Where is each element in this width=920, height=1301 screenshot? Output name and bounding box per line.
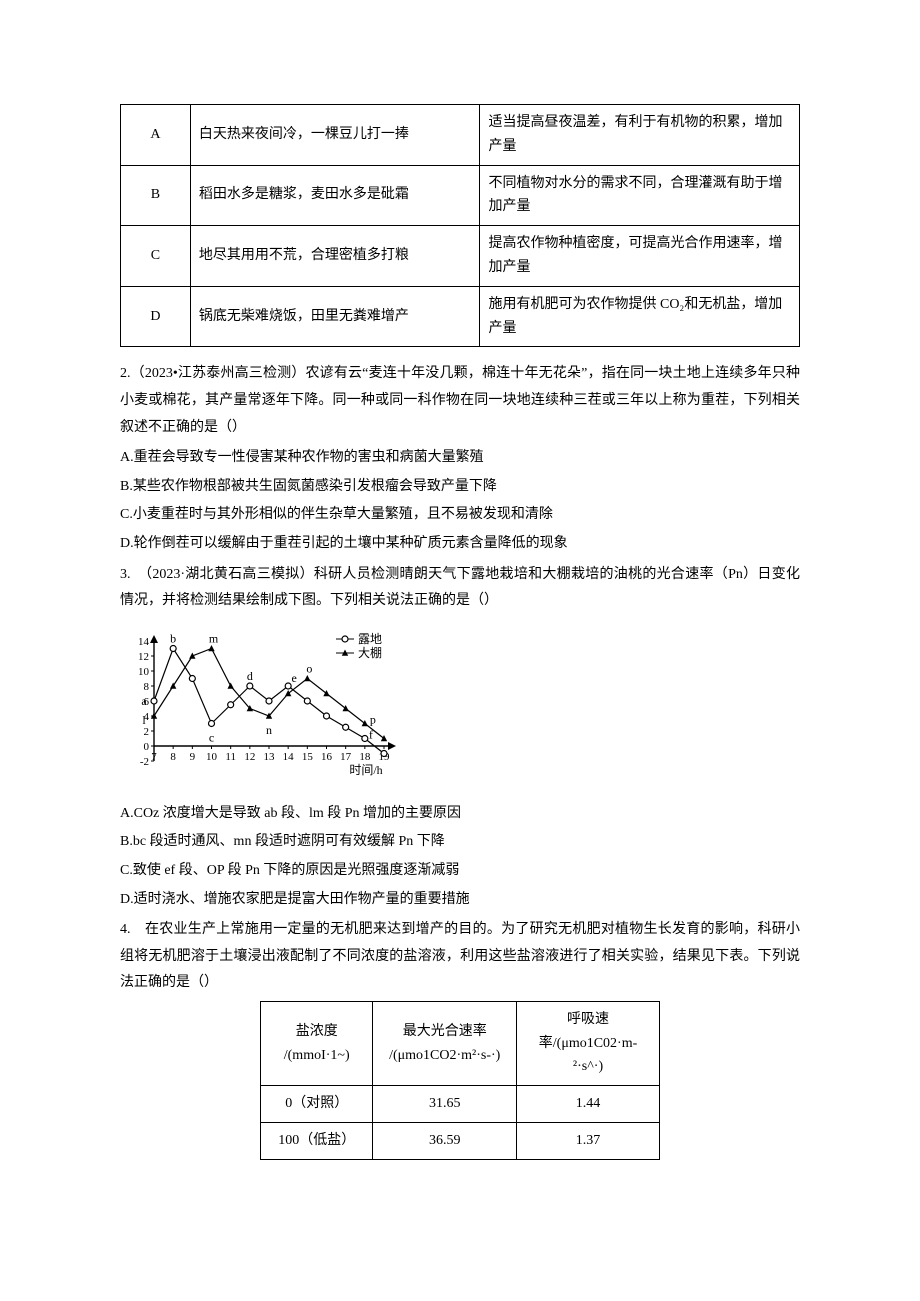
q2-opt-b: B.某些农作物根部被共生固氮菌感染引发根瘤会导致产量下降 (120, 474, 800, 501)
q3-opt-b: B.bc 段适时通风、mn 段适时遮阴可有效缓解 Pn 下降 (120, 829, 800, 856)
table-cell: C (121, 226, 191, 287)
svg-text:-2: -2 (140, 756, 149, 768)
svg-text:16: 16 (321, 751, 333, 763)
svg-text:11: 11 (225, 751, 236, 763)
svg-text:m: m (209, 631, 219, 645)
svg-text:10: 10 (206, 751, 218, 763)
table-cell: B (121, 165, 191, 226)
table-cell: 白天热来夜间冷，一棵豆儿打一捧 (190, 105, 480, 166)
table-row: C地尽其用用不荒，合理密植多打粮提高农作物种植密度，可提高光合作用速率，增加产量 (121, 226, 800, 287)
svg-text:17: 17 (340, 751, 352, 763)
svg-text:大棚: 大棚 (358, 645, 382, 660)
svg-text:7: 7 (151, 751, 157, 763)
svg-text:8: 8 (170, 751, 176, 763)
table-row: D锅底无柴难烧饭，田里无粪难增产施用有机肥可为农作物提供 CO₂和无机盐，增加产… (121, 286, 800, 347)
table-cell: 提高农作物种植密度，可提高光合作用速率，增加产量 (480, 226, 800, 287)
table-cell: 36.59 (373, 1123, 517, 1160)
q4-stem: 4. 在农业生产上常施用一定量的无机肥来达到增产的目的。为了研究无机肥对植物生长… (120, 917, 800, 997)
chart-svg: -20246810121478910111213141516171819时间/h… (120, 623, 420, 793)
options-table: A白天热来夜间冷，一棵豆儿打一捧适当提高昼夜温差，有利于有机物的积累，增加产量B… (120, 104, 800, 347)
table-header-cell: 最大光合速率/(μmo1CO2·m²·s-·) (373, 1001, 517, 1085)
svg-text:14: 14 (283, 751, 295, 763)
svg-text:14: 14 (138, 636, 150, 648)
table-cell: 0（对照） (261, 1086, 373, 1123)
q2-opt-d: D.轮作倒茬可以缓解由于重茬引起的土壤中某种矿质元素含量降低的现象 (120, 531, 800, 558)
svg-text:c: c (209, 730, 214, 744)
table-row: B稻田水多是糖浆，麦田水多是砒霜不同植物对水分的需求不同，合理灌溉有助于增加产量 (121, 165, 800, 226)
q3-opt-d: D.适时浇水、增施农家肥是提富大田作物产量的重要措施 (120, 887, 800, 914)
q3-opt-a: A.COz 浓度增大是导致 ab 段、lm 段 Pn 增加的主要原因 (120, 801, 800, 828)
svg-text:时间/h: 时间/h (349, 763, 382, 777)
table-cell: 1.44 (517, 1086, 660, 1123)
table-cell: 地尽其用用不荒，合理密植多打粮 (190, 226, 480, 287)
table-row: A白天热来夜间冷，一棵豆儿打一捧适当提高昼夜温差，有利于有机物的积累，增加产量 (121, 105, 800, 166)
table-cell: 锅底无柴难烧饭，田里无粪难增产 (190, 286, 480, 347)
svg-text:b: b (170, 631, 176, 645)
svg-text:d: d (247, 669, 253, 683)
svg-text:p: p (370, 712, 376, 726)
table-cell: 施用有机肥可为农作物提供 CO₂和无机盐，增加产量 (480, 286, 800, 347)
table-cell: A (121, 105, 191, 166)
q3-stem: 3. （2023·湖北黄石高三模拟）科研人员检测晴朗天气下露地栽培和大棚栽培的油… (120, 562, 800, 615)
svg-text:10: 10 (138, 666, 150, 678)
svg-text:e: e (292, 671, 297, 685)
table-cell: D (121, 286, 191, 347)
q2-opt-a: A.重茬会导致专一性侵害某种农作物的害虫和病菌大量繁殖 (120, 445, 800, 472)
table-row: 0（对照）31.651.44 (261, 1086, 660, 1123)
table-cell: 适当提高昼夜温差，有利于有机物的积累，增加产量 (480, 105, 800, 166)
table-header-cell: 呼吸速率/(μmo1C02·m-²·s^·) (517, 1001, 660, 1085)
svg-text:18: 18 (359, 751, 371, 763)
svg-text:9: 9 (190, 751, 196, 763)
salt-table: 盐浓度/(mmoI·1~)最大光合速率/(μmo1CO2·m²·s-·)呼吸速率… (260, 1001, 660, 1160)
table-row: 盐浓度/(mmoI·1~)最大光合速率/(μmo1CO2·m²·s-·)呼吸速率… (261, 1001, 660, 1085)
q2-opt-c: C.小麦重茬时与其外形相似的伴生杂草大量繁殖，且不易被发现和清除 (120, 502, 800, 529)
table-row: 100（低盐）36.591.37 (261, 1123, 660, 1160)
svg-text:8: 8 (144, 681, 150, 693)
table-cell: 100（低盐） (261, 1123, 373, 1160)
svg-text:12: 12 (244, 751, 255, 763)
q2-stem: 2.（2023•江苏泰州高三检测）农谚有云“麦连十年没几颗，棉连十年无花朵”，指… (120, 361, 800, 441)
svg-text:12: 12 (138, 651, 149, 663)
svg-text:o: o (306, 661, 312, 675)
table-cell: 不同植物对水分的需求不同，合理灌溉有助于增加产量 (480, 165, 800, 226)
svg-text:0: 0 (144, 741, 150, 753)
pn-chart: -20246810121478910111213141516171819时间/h… (120, 623, 800, 793)
table-cell: 稻田水多是糖浆，麦田水多是砒霜 (190, 165, 480, 226)
svg-text:a: a (141, 694, 147, 708)
svg-text:15: 15 (302, 751, 314, 763)
svg-text:n: n (266, 723, 272, 737)
svg-text:2: 2 (144, 726, 150, 738)
table-cell: 31.65 (373, 1086, 517, 1123)
table-header-cell: 盐浓度/(mmoI·1~) (261, 1001, 373, 1085)
svg-text:露地: 露地 (358, 632, 382, 646)
table-cell: 1.37 (517, 1123, 660, 1160)
svg-text:13: 13 (264, 751, 276, 763)
q3-opt-c: C.致使 ef 段、OP 段 Pn 下降的原因是光照强度逐渐减弱 (120, 858, 800, 885)
